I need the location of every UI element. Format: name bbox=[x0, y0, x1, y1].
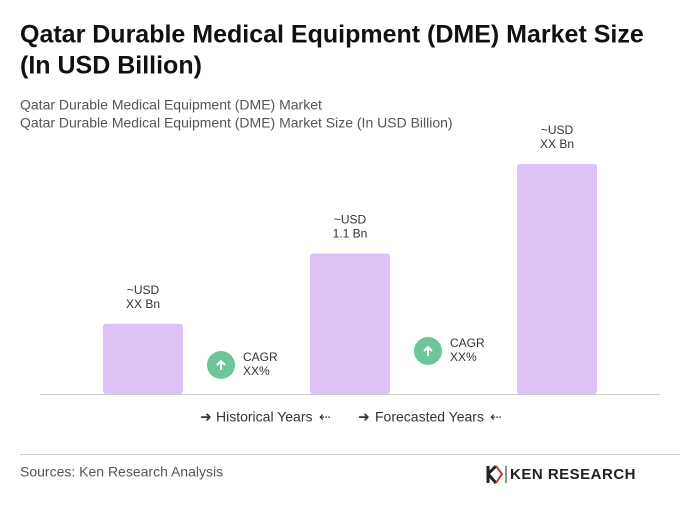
legend: ➜ Historical Years ⇠ ➜ Forecasted Years … bbox=[200, 409, 502, 425]
value-label: ~USD bbox=[127, 283, 160, 297]
source: Sources: Ken Research Analysis bbox=[20, 464, 223, 480]
cagr-arrow bbox=[423, 345, 433, 356]
cagr-label: XX% bbox=[243, 364, 270, 378]
cagr-arrow bbox=[216, 359, 226, 370]
bar bbox=[310, 253, 390, 394]
value-label: ~USD bbox=[541, 123, 574, 137]
cagr-label: CAGR bbox=[450, 336, 485, 350]
legend-label: Historical Years bbox=[216, 409, 313, 425]
logo-icon bbox=[495, 465, 504, 484]
cagr-label: XX% bbox=[450, 350, 477, 364]
logo: KEN RESEARCH bbox=[486, 464, 636, 484]
subtitle: Qatar Durable Medical Equipment (DME) Ma… bbox=[20, 97, 322, 113]
legend-arrow: ⇠ bbox=[490, 409, 502, 425]
brand: KEN RESEARCH bbox=[510, 466, 636, 483]
legend-arrow: ⇠ bbox=[319, 409, 331, 425]
bar bbox=[103, 323, 183, 394]
bar bbox=[517, 164, 597, 394]
logo-icon bbox=[486, 464, 498, 484]
value-label: XX Bn bbox=[126, 297, 160, 311]
legend-label: Forecasted Years bbox=[375, 409, 484, 425]
chart-title: Qatar Durable Medical Equipment (DME) Ma… bbox=[20, 21, 644, 49]
cagr-label: CAGR bbox=[243, 350, 278, 364]
value-label: XX Bn bbox=[540, 137, 574, 151]
legend-arrow: ➜ bbox=[200, 409, 212, 425]
value-label: ~USD bbox=[334, 213, 367, 227]
subtitle: Qatar Durable Medical Equipment (DME) Ma… bbox=[20, 115, 453, 131]
legend-arrow: ➜ bbox=[358, 409, 370, 425]
chart-title: (In USD Billion) bbox=[20, 52, 202, 80]
value-label: 1.1 Bn bbox=[333, 227, 368, 241]
